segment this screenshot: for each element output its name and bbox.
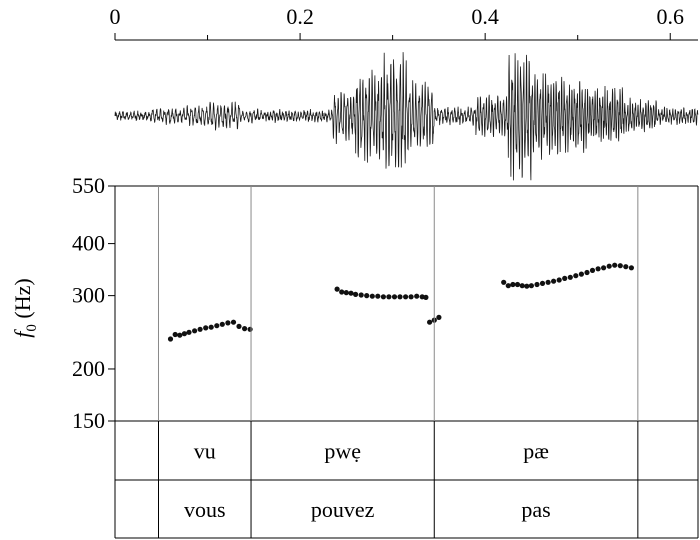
phonetic-transcription: vu xyxy=(194,439,216,464)
pitch-point xyxy=(510,282,515,287)
time-axis: 0 0.2 0.4 0.6 xyxy=(110,4,699,40)
pitch-point xyxy=(534,282,539,287)
pitch-point xyxy=(520,283,525,288)
pitch-point xyxy=(557,277,562,282)
pitch-point xyxy=(225,320,230,325)
annotation-tiers: vu pwẹ pæ vous pouvez pas xyxy=(115,186,698,538)
pitch-point xyxy=(214,323,219,328)
pitch-point xyxy=(612,263,617,268)
pitch-point xyxy=(596,266,601,271)
pitch-point xyxy=(375,294,380,299)
word-label: vous xyxy=(184,497,226,522)
pitch-point xyxy=(423,295,428,300)
pitch-point xyxy=(529,283,534,288)
pitch-point xyxy=(540,281,545,286)
pitch-point xyxy=(182,331,187,336)
pitch-point xyxy=(568,275,573,280)
pitch-point xyxy=(409,294,414,299)
waveform-panel xyxy=(115,52,698,180)
pitch-point xyxy=(220,322,225,327)
y-axis-title-unit: (Hz) xyxy=(10,278,35,324)
time-tick-label: 0.4 xyxy=(471,4,499,29)
pitch-point xyxy=(236,324,241,329)
pitch-point xyxy=(186,330,191,335)
waveform-trace xyxy=(115,52,698,180)
word-label: pouvez xyxy=(311,497,375,522)
pitch-point xyxy=(524,284,529,289)
pitch-point xyxy=(607,264,612,269)
pitch-point xyxy=(231,320,236,325)
pitch-point xyxy=(562,276,567,281)
pitch-point xyxy=(397,294,402,299)
pitch-point xyxy=(248,327,253,332)
pitch-point xyxy=(584,270,589,275)
time-tick-label: 0.2 xyxy=(286,4,314,29)
pitch-point xyxy=(506,283,511,288)
pitch-point xyxy=(427,320,432,325)
pitch-point xyxy=(209,325,214,330)
pitch-point xyxy=(546,280,551,285)
pitch-point xyxy=(629,265,634,270)
pitch-point xyxy=(177,333,182,338)
pitch-point xyxy=(192,328,197,333)
pitch-point xyxy=(370,294,375,299)
pitch-point xyxy=(618,263,623,268)
phonetic-transcription: pwẹ xyxy=(324,439,361,464)
pitch-point xyxy=(348,291,353,296)
pitch-point xyxy=(173,332,178,337)
pitch-tick-label: 300 xyxy=(72,283,105,308)
pitch-point xyxy=(364,293,369,298)
pitch-point xyxy=(242,326,247,331)
pitch-panel: 150 200 300 400 550 xyxy=(72,173,698,538)
pitch-point xyxy=(339,289,344,294)
pitch-point xyxy=(359,292,364,297)
phonetic-transcription: pæ xyxy=(523,439,549,464)
y-axis-title-subscript: 0 xyxy=(24,324,40,332)
pitch-point xyxy=(353,292,358,297)
pitch-point xyxy=(381,294,386,299)
pitch-tick-label: 200 xyxy=(72,356,105,381)
pitch-tick-label: 400 xyxy=(72,231,105,256)
pitch-point xyxy=(198,327,203,332)
pitch-point xyxy=(203,325,208,330)
pitch-point xyxy=(335,287,340,292)
pitch-point xyxy=(623,264,628,269)
pitch-point xyxy=(515,282,520,287)
y-axis-title: f0 (Hz) xyxy=(10,278,40,337)
pitch-point xyxy=(392,294,397,299)
pitch-point xyxy=(573,273,578,278)
pitch-point xyxy=(551,279,556,284)
pitch-tick-label: 550 xyxy=(72,173,105,198)
pitch-tick-label: 150 xyxy=(72,408,105,433)
pitch-point xyxy=(403,294,408,299)
time-tick-label: 0 xyxy=(110,4,121,29)
pitch-point xyxy=(590,268,595,273)
pitch-point xyxy=(386,294,391,299)
pitch-point xyxy=(168,336,173,341)
pitch-point xyxy=(601,265,606,270)
time-tick-label: 0.6 xyxy=(656,4,684,29)
pitch-point xyxy=(436,315,441,320)
pitch-point xyxy=(501,280,506,285)
pitch-point xyxy=(414,294,419,299)
word-label: pas xyxy=(521,497,550,522)
pitch-point xyxy=(579,272,584,277)
pitch-point xyxy=(344,290,349,295)
